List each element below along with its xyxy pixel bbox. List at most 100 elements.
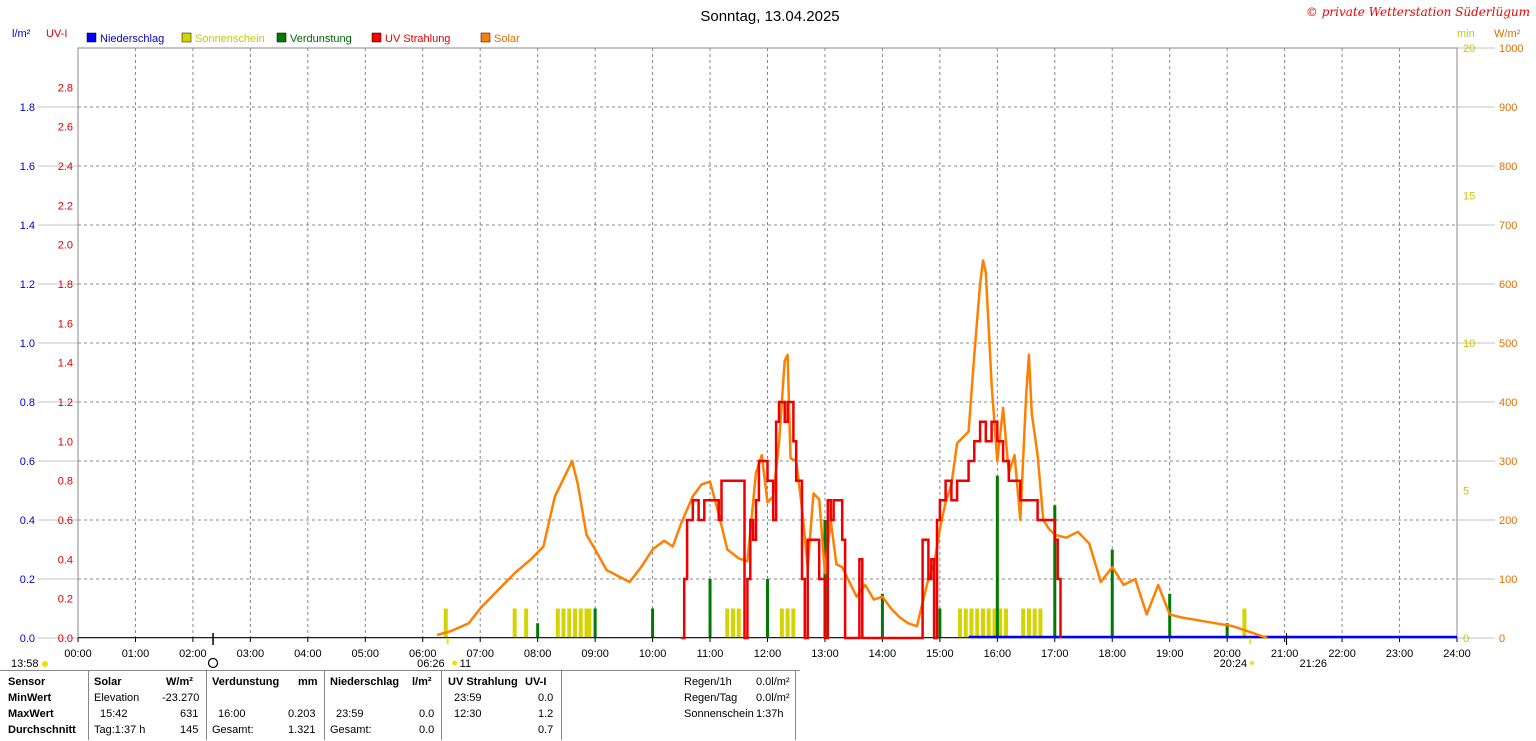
sonnenschein-bar: [1026, 608, 1031, 638]
y-tick-label-sonnenschein: 20: [1463, 43, 1475, 55]
x-tick-label: 02:00: [179, 648, 207, 660]
verdunstung-bar: [651, 608, 655, 638]
x-tick-label: 09:00: [581, 648, 609, 660]
sonnenschein-bar: [1003, 608, 1008, 638]
moon-phase-icon: [207, 657, 219, 669]
col-uv: UV Strahlung: [448, 676, 518, 688]
sonnenschein-bar: [791, 608, 796, 638]
extra-label: Sonnenschein: [684, 708, 754, 720]
verdunstung-bar: [1225, 623, 1229, 638]
x-tick-label: 00:00: [64, 648, 92, 660]
y-tick-label-niederschlag: 1.8: [20, 102, 35, 114]
sun-icon: [42, 661, 48, 667]
sonnenschein-bar: [1032, 608, 1037, 638]
cell-solar-time: Elevation: [94, 692, 140, 704]
sonnenschein-bar: [587, 608, 592, 638]
cell-nied-time: Gesamt:: [330, 724, 372, 736]
x-tick-label: 10:00: [639, 648, 667, 660]
sonnenschein-bar: [785, 608, 790, 638]
verdunstung-bar: [593, 608, 597, 638]
y-tick-label-uv: 2.8: [58, 82, 73, 94]
cell-solar-value: 145: [180, 724, 199, 736]
right-unit-min: min: [1457, 28, 1475, 40]
col-solar-unit: W/m²: [166, 676, 193, 688]
x-tick-label: 01:00: [122, 648, 150, 660]
x-tick-label: 13:00: [811, 648, 839, 660]
cell-verd-time: Gesamt:: [212, 724, 254, 736]
y-tick-label-uv: 1.2: [58, 397, 73, 409]
sonnenschein-bar: [779, 608, 784, 638]
sonnenschein-bar: [731, 608, 736, 638]
cell-nied-time: 23:59: [336, 708, 364, 720]
x-tick-label: 05:00: [352, 648, 380, 660]
y-tick-label-sonnenschein: 10: [1463, 338, 1475, 350]
extra-label: Regen/1h: [684, 676, 732, 688]
verdunstung-bar: [766, 579, 769, 638]
cell-uv-value: 1.2: [538, 708, 554, 720]
y-tick-label-uv: 1.4: [58, 358, 73, 370]
col-verdunstung-unit: mm: [298, 676, 318, 688]
x-tick-label: 21:00: [1271, 648, 1299, 660]
table-divider: [88, 670, 89, 740]
sunrise-icon: [452, 660, 458, 666]
legend-swatch: [181, 32, 192, 43]
x-tick-label: 11:00: [697, 648, 724, 660]
y-tick-label-uv: 0.4: [58, 554, 73, 566]
verdunstung-bar: [536, 623, 540, 638]
y-tick-label-niederschlag: 1.0: [20, 338, 35, 350]
y-tick-label-solar: 1000: [1499, 43, 1523, 55]
cell-verd-value: 0.203: [288, 708, 316, 720]
extra-value: 1:37h: [756, 708, 784, 720]
legend-swatch: [371, 32, 382, 43]
verdunstung-bar: [938, 608, 942, 638]
x-tick-label: 19:00: [1156, 648, 1184, 660]
legend-swatch: [86, 32, 97, 43]
chart-title: Sonntag, 13.04.2025: [700, 8, 839, 25]
chart-legend: Niederschlag Sonnenschein Verdunstung UV St…: [86, 32, 520, 45]
y-tick-label-solar: 100: [1499, 574, 1517, 586]
y-tick-label-niederschlag: 1.2: [20, 279, 35, 291]
legend-swatch: [276, 32, 287, 43]
x-tick-label: 07:00: [466, 648, 494, 660]
sonnenschein-bar: [584, 608, 589, 638]
x-tick-label: 18:00: [1098, 648, 1126, 660]
y-tick-label-niederschlag: 1.6: [20, 161, 35, 173]
sunset-label: 20:24: [1220, 658, 1248, 670]
y-tick-label-solar: 800: [1499, 161, 1517, 173]
y-tick-label-sonnenschein: 0: [1463, 633, 1469, 645]
y-tick-label-sonnenschein: 15: [1463, 191, 1475, 203]
chart-series: [78, 259, 1457, 640]
cell-solar-value: 631: [180, 708, 199, 720]
sonnenschein-bar: [998, 608, 1003, 638]
y-tick-label-solar: 300: [1499, 456, 1517, 468]
cell-solar-value: -23.270: [162, 692, 200, 704]
time-left-label: 13:58: [11, 658, 39, 670]
x-tick-label: 17:00: [1041, 648, 1069, 660]
y-tick-label-uv: 0.2: [58, 594, 73, 606]
table-top-rule: [0, 670, 800, 671]
y-tick-label-niederschlag: 0.6: [20, 456, 35, 468]
x-tick-label: 23:00: [1386, 648, 1414, 660]
table-divider: [206, 670, 207, 740]
y-tick-label-uv: 1.8: [58, 279, 73, 291]
x-tick-label: 06:00: [409, 648, 437, 660]
legend-label: UV Strahlung: [385, 33, 450, 45]
sun-time-markers: 13:58 06:26 11 20:24 21:26: [11, 633, 1327, 670]
cell-uv-value: 0.0: [538, 692, 554, 704]
sonnenschein-bar: [561, 608, 566, 638]
verdunstung-bar: [880, 593, 884, 638]
y-tick-label-uv: 0.8: [58, 476, 73, 488]
sonnenschein-bar: [957, 608, 962, 638]
verdunstung-bar: [995, 475, 999, 638]
left-unit-uv: UV-I: [46, 28, 67, 40]
chart-grid: [77, 47, 1458, 639]
col-niederschlag-unit: l/m²: [412, 676, 432, 688]
left-unit-niederschlag: l/m²: [12, 28, 31, 40]
sonnenschein-bar: [975, 608, 980, 638]
sonnenschein-bar: [512, 608, 517, 638]
verdunstung-bar: [1053, 505, 1057, 638]
y-tick-label-solar: 900: [1499, 102, 1517, 114]
right-unit-solar: W/m²: [1494, 28, 1521, 40]
y-tick-label-solar: 500: [1499, 338, 1517, 350]
sonnenschein-bar: [1242, 608, 1247, 638]
